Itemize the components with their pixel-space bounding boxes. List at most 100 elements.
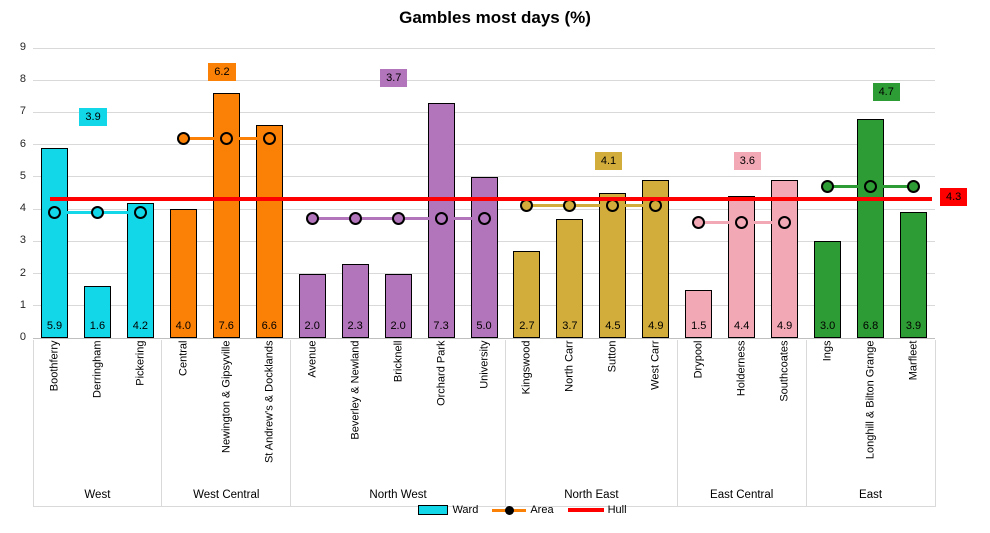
ward-label: Drypool (692, 340, 705, 379)
group-label: West Central (193, 489, 260, 501)
area-marker (90, 205, 104, 219)
bar-pickering (126, 202, 154, 338)
bar-newington-gipsyville (212, 93, 240, 338)
legend: Ward Area Hull (0, 504, 990, 516)
hull-line (50, 197, 932, 202)
area-dot-icon (505, 505, 515, 515)
axis-frame-line (32, 340, 34, 507)
area-value-label: 4.1 (594, 152, 623, 170)
bar-central (169, 209, 197, 338)
area-marker (477, 212, 491, 226)
bar-value-label: 1.5 (691, 320, 707, 332)
legend-item-area: Area (492, 504, 554, 516)
bar-value-label: 7.6 (218, 320, 234, 332)
ward-label: Pickering (134, 340, 147, 386)
bar-value-label: 1.6 (89, 320, 106, 332)
bar-value-label: 3.0 (819, 320, 836, 332)
area-marker (778, 215, 792, 229)
legend-area-label: Area (530, 504, 554, 516)
bar-value-label: 4.9 (648, 320, 664, 332)
y-axis-tick-label: 1 (19, 298, 26, 311)
gridline (33, 111, 935, 113)
bar-ings (814, 241, 842, 338)
y-axis-tick-label: 0 (19, 331, 26, 343)
ward-label: Newington & Gipsyville (220, 340, 233, 454)
area-marker (692, 215, 706, 229)
axis-frame-line (33, 506, 935, 507)
axis-frame-line (934, 340, 936, 507)
area-marker (735, 215, 749, 229)
bar-orchard-park (427, 102, 455, 338)
y-axis-tick-label: 9 (19, 41, 26, 53)
ward-label: Boothferry (48, 340, 61, 392)
area-line-icon (492, 505, 527, 515)
ward-label: St Andrew's & Docklands (263, 340, 276, 464)
ward-swatch-icon (418, 505, 449, 515)
bar-value-label: 2.3 (347, 320, 363, 332)
bar-value-label: 7.3 (433, 320, 449, 332)
area-marker (348, 212, 362, 226)
bar-kingswood (513, 251, 541, 338)
hull-value-label: 4.3 (940, 188, 968, 207)
y-axis-tick-label: 4 (19, 202, 26, 215)
bar-southcoates (771, 180, 799, 338)
area-value-label: 3.9 (79, 108, 107, 126)
bar-value-label: 5.0 (476, 320, 492, 332)
group-divider (290, 340, 292, 507)
bar-value-label: 4.0 (175, 320, 191, 332)
bar-longhill-bilton-grange (857, 118, 885, 338)
ward-label: Holderness (735, 340, 748, 397)
area-marker (864, 180, 878, 194)
area-value-label: 4.7 (872, 83, 900, 101)
ward-label: Bricknell (392, 340, 405, 383)
bar-value-label: 4.4 (734, 320, 750, 332)
y-axis-tick-label: 8 (19, 73, 26, 86)
bar-value-label: 3.9 (905, 320, 922, 332)
area-marker (219, 131, 233, 145)
ward-label: Marfleet (907, 340, 920, 381)
bar-sutton (599, 193, 627, 338)
ward-label: Longhill & Bilton Grange (864, 340, 877, 460)
area-marker (47, 205, 61, 219)
bar-st-andrew-s-docklands (255, 125, 283, 338)
y-axis-tick-label: 2 (19, 266, 26, 279)
area-marker (907, 180, 921, 194)
bar-value-label: 4.5 (605, 320, 621, 332)
area-marker (821, 180, 835, 194)
bar-value-label: 6.8 (862, 320, 879, 332)
bar-value-label: 2.0 (304, 320, 320, 332)
group-divider (504, 340, 506, 507)
group-divider (161, 340, 163, 507)
bar-avenue (298, 273, 326, 338)
area-value-label: 3.6 (733, 152, 761, 170)
group-label: East Central (710, 489, 774, 501)
ward-label: Avenue (306, 340, 319, 378)
legend-hull-label: Hull (607, 504, 627, 516)
area-value-label: 3.7 (380, 69, 408, 87)
group-divider (676, 340, 678, 507)
hull-line-icon (567, 508, 604, 512)
ward-label: University (478, 340, 490, 389)
bar-value-label: 2.7 (519, 320, 535, 332)
bar-value-label: 6.6 (261, 320, 277, 332)
bar-value-label: 5.9 (46, 320, 63, 332)
bar-north-carr (556, 218, 584, 338)
group-label: North East (564, 489, 619, 501)
area-marker (391, 212, 405, 226)
y-axis-tick-label: 5 (19, 169, 26, 182)
group-label: East (859, 489, 883, 501)
legend-item-hull: Hull (567, 504, 627, 516)
ward-label: West Carr (649, 340, 662, 390)
gridline (33, 47, 935, 49)
ward-label: Kingswood (520, 340, 533, 395)
bar-boothferry (40, 147, 68, 338)
x-axis-line (33, 337, 935, 339)
bar-value-label: 4.2 (132, 320, 149, 332)
y-axis-tick-label: 7 (19, 105, 26, 118)
area-value-label: 6.2 (208, 63, 236, 81)
area-line (526, 204, 656, 208)
group-label: North West (369, 489, 427, 501)
bar-university (470, 176, 498, 338)
legend-item-ward: Ward (418, 504, 478, 516)
